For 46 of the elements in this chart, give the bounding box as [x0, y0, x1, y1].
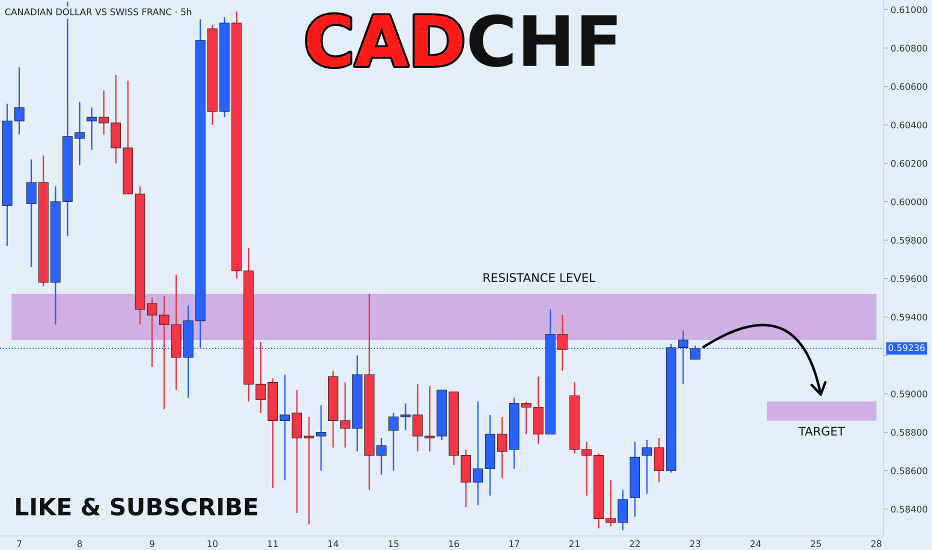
candlestick: [642, 439, 652, 494]
text: CANADIAN DOLLAR VS SWISS FRANC · 5h: [5, 8, 192, 16]
y-tick-label: 0.59800: [891, 236, 928, 244]
band-label: TARGET: [798, 426, 845, 436]
x-tick-label: 8: [77, 540, 82, 548]
annotation: LIKE & SUBSCRIBE: [16, 498, 258, 516]
candlestick: [654, 437, 664, 483]
band-label: RESISTANCE LEVEL: [484, 273, 596, 282]
x-tick-label: 15: [388, 540, 398, 548]
y-tick-label: 0.59000: [891, 390, 928, 398]
candlestick: [388, 412, 399, 472]
x-tick-label: 23: [690, 540, 700, 548]
x-tick-label: 21: [569, 540, 580, 547]
candlestick: [400, 402, 411, 432]
candlestick: [316, 404, 326, 472]
candlestick: [26, 158, 36, 268]
y-tick-label: 0.59600: [891, 275, 928, 282]
y-tick-label: 0.60600: [891, 83, 928, 90]
y-tick-label: 0.60200: [891, 160, 928, 167]
x-tick-label: 28: [871, 540, 882, 548]
y-tick-label: 0.60000: [891, 198, 928, 206]
y-tick-label: 0.60800: [891, 44, 928, 52]
ref-line-label: 0.59236: [888, 344, 925, 352]
x-tick-label: 10: [208, 540, 218, 548]
candlestick: [146, 297, 158, 368]
y-tick-label: 0.61000: [891, 6, 928, 14]
y-tick-label: 0.59400: [891, 314, 928, 321]
candlestick: [472, 400, 484, 506]
candlestick: [304, 416, 314, 526]
candlestick: [376, 437, 387, 476]
x-tick-label: 11: [268, 540, 278, 547]
y-tick-label: 0.58800: [891, 428, 928, 436]
y-tick-label: 0.60400: [891, 122, 928, 128]
candlestick: [557, 314, 568, 372]
x-tick-label: 16: [449, 540, 460, 548]
y-tick-label: 0.58600: [891, 467, 928, 474]
x-tick-label: 7: [17, 540, 22, 547]
x-tick-label: 9: [150, 540, 154, 548]
y-tick-label: 0.58400: [891, 506, 928, 513]
x-tick-label: 25: [810, 540, 821, 548]
x-tick-label: 14: [328, 540, 338, 547]
x-tick-label: 22: [630, 540, 640, 547]
x-tick-label: 24: [750, 540, 761, 547]
x-tick-label: 17: [509, 540, 520, 547]
chart-title: CADCHF: [307, 14, 617, 67]
candlestick: [74, 101, 85, 166]
